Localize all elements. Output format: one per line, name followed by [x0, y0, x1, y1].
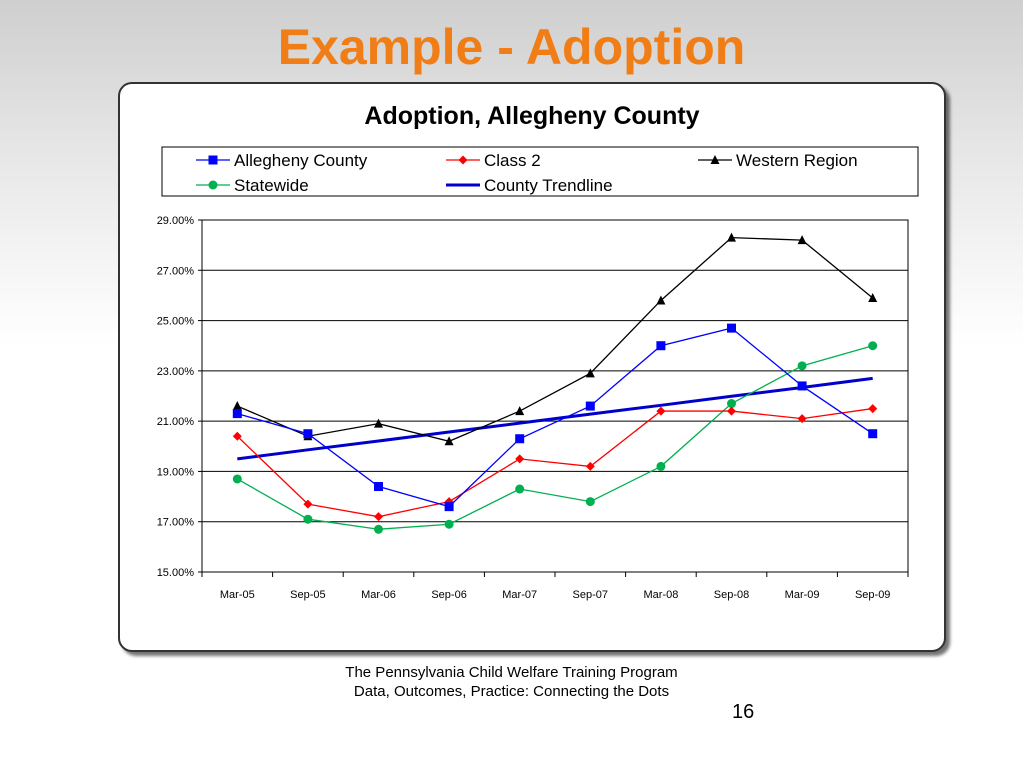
- data-point-allegheny-county: [656, 341, 666, 351]
- series-line-county-trendline: [237, 376, 873, 461]
- data-point-statewide: [656, 461, 666, 471]
- slide-title: Example - Adoption: [277, 19, 746, 75]
- legend-marker-allegheny-county: [208, 155, 218, 165]
- data-point-western-region: [797, 235, 807, 245]
- data-point-class-2: [656, 406, 666, 416]
- data-point-class-2: [585, 461, 595, 471]
- footer-program: The Pennsylvania Child Welfare Training …: [345, 664, 678, 681]
- y-tick-label: 23.00%: [157, 366, 195, 378]
- legend-label-statewide: Statewide: [234, 176, 309, 195]
- chart: Adoption, Allegheny County Allegheny Cou…: [157, 102, 919, 601]
- data-point-allegheny-county: [232, 409, 242, 419]
- data-point-allegheny-county: [585, 401, 595, 411]
- data-point-allegheny-county: [303, 429, 313, 439]
- x-tick-label: Mar-05: [220, 589, 255, 601]
- y-tick-label: 19.00%: [157, 466, 195, 478]
- data-point-allegheny-county: [727, 323, 736, 333]
- data-point-statewide: [444, 519, 454, 529]
- data-point-statewide: [585, 497, 595, 507]
- legend-label-county-trendline: County Trendline: [484, 176, 613, 195]
- data-point-western-region: [727, 232, 736, 242]
- data-point-class-2: [868, 404, 878, 414]
- y-tick-label: 15.00%: [157, 567, 195, 579]
- data-point-allegheny-county: [797, 381, 807, 391]
- data-point-class-2: [515, 454, 525, 464]
- legend-marker-statewide: [208, 180, 218, 190]
- legend-label-western-region: Western Region: [736, 151, 858, 170]
- chart-title: Adoption, Allegheny County: [364, 102, 699, 130]
- data-point-class-2: [303, 499, 313, 509]
- series-line-allegheny-county: [237, 327, 874, 508]
- footer-tagline: Data, Outcomes, Practice: Connecting the…: [353, 683, 670, 700]
- data-point-western-region: [868, 292, 878, 302]
- series-line-statewide: [236, 345, 873, 530]
- data-point-class-2: [727, 406, 736, 416]
- data-point-western-region: [232, 401, 242, 411]
- x-tick-label: Sep-05: [290, 589, 325, 601]
- x-tick-label: Sep-09: [855, 589, 890, 601]
- series-line-western-region: [237, 236, 874, 442]
- x-tick-label: Mar-07: [502, 589, 537, 601]
- data-point-class-2: [797, 414, 807, 424]
- series-line-class-2: [236, 407, 873, 518]
- data-point-class-2: [374, 512, 383, 522]
- data-point-western-region: [515, 406, 525, 416]
- data-point-class-2: [232, 431, 242, 441]
- x-tick-label: Mar-06: [361, 589, 396, 601]
- y-tick-label: 29.00%: [157, 215, 195, 227]
- data-point-western-region: [585, 368, 595, 378]
- data-point-statewide: [232, 474, 242, 484]
- data-point-allegheny-county: [868, 429, 878, 439]
- data-point-allegheny-county: [515, 434, 525, 444]
- data-point-statewide: [303, 514, 313, 524]
- data-point-statewide: [797, 361, 807, 371]
- y-tick-label: 21.00%: [157, 416, 195, 428]
- data-point-statewide: [868, 341, 878, 351]
- chart-frame: Adoption, Allegheny County Allegheny Cou…: [118, 82, 946, 652]
- data-point-allegheny-county: [444, 502, 454, 512]
- x-tick-label: Sep-06: [431, 589, 466, 601]
- data-point-statewide: [515, 484, 525, 494]
- page-number: 16: [732, 701, 755, 723]
- data-point-allegheny-county: [374, 482, 383, 492]
- legend: Allegheny County Class 2 Western Region Sta…: [196, 151, 858, 195]
- data-point-western-region: [374, 418, 383, 428]
- y-tick-label: 27.00%: [157, 265, 195, 277]
- legend-label-allegheny-county: Allegheny County: [234, 151, 368, 170]
- data-point-statewide: [374, 524, 383, 534]
- y-tick-label: 17.00%: [157, 517, 195, 529]
- data-point-statewide: [727, 399, 736, 409]
- x-tick-label: Mar-09: [785, 589, 820, 601]
- y-tick-label: 25.00%: [157, 316, 195, 328]
- x-tick-label: Mar-08: [643, 589, 678, 601]
- data-point-western-region: [656, 295, 666, 305]
- data-point-western-region: [444, 436, 454, 446]
- legend-label-class-2: Class 2: [484, 151, 541, 170]
- x-tick-label: Sep-08: [714, 589, 749, 601]
- legend-marker-western-region: [710, 155, 720, 164]
- legend-marker-class-2: [458, 155, 468, 165]
- x-tick-label: Sep-07: [573, 589, 608, 601]
- plot-area: 15.00% 17.00% 19.00% 21.00% 23.00% 25.00% 27.0…: [157, 215, 909, 601]
- legend-box: [161, 146, 919, 197]
